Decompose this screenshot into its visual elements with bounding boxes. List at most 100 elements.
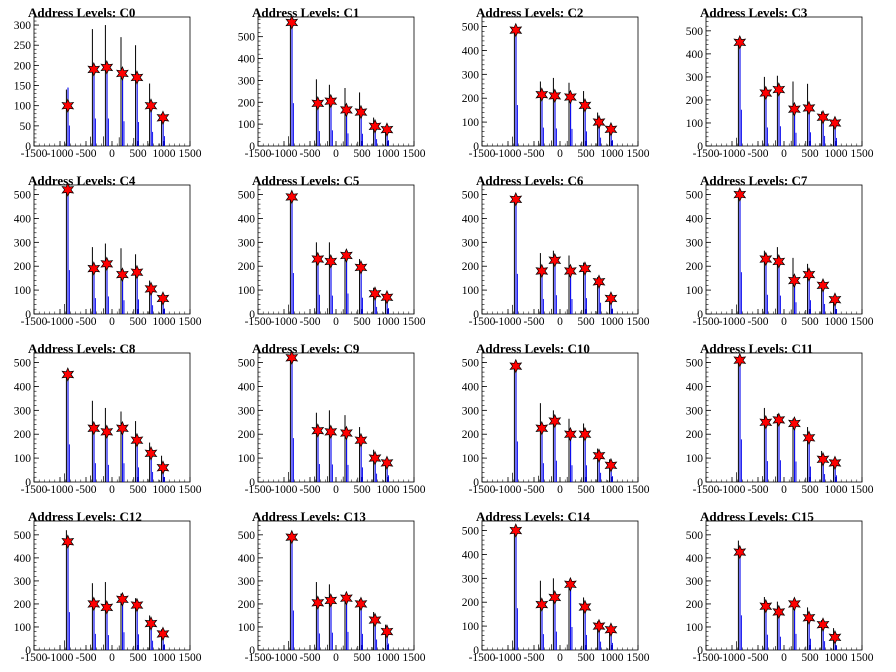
x-tick-label: -1000 xyxy=(719,484,746,496)
peak-marker xyxy=(380,122,394,137)
x-tick-label: -1000 xyxy=(271,484,298,496)
plot-frame xyxy=(705,184,863,315)
y-tick-label: 400 xyxy=(686,213,704,225)
peak-marker xyxy=(380,624,394,639)
peak-marker xyxy=(548,590,562,605)
y-tick-label: 500 xyxy=(238,190,256,202)
x-tick-label: -1000 xyxy=(719,148,746,160)
peak-marker xyxy=(324,93,338,109)
chart-title: Address Levels: C14 xyxy=(476,509,590,524)
peak-marker xyxy=(100,256,114,272)
peak-marker xyxy=(509,523,523,538)
y-tick-label: 300 xyxy=(14,405,32,417)
peak-marker xyxy=(535,420,549,436)
peak-marker xyxy=(592,274,606,290)
y-tick-label: 300 xyxy=(686,405,704,417)
y-tick-label: 500 xyxy=(238,358,256,370)
y-tick-label: 100 xyxy=(462,453,480,465)
y-tick-label: 200 xyxy=(14,60,32,72)
x-tick-label: 1000 xyxy=(601,652,624,664)
peak-marker xyxy=(578,599,592,615)
plot-frame xyxy=(705,520,863,651)
y-tick-label: 200 xyxy=(686,429,704,441)
x-tick-label: 0 xyxy=(781,148,787,160)
y-tick-label: 300 xyxy=(14,20,32,32)
peak-marker xyxy=(130,264,144,280)
peak-marker xyxy=(354,596,368,612)
histogram-chart: 0 100 200 300 400 500 -1500 -1000 -500 0 500 1000 15… xyxy=(462,352,650,496)
x-tick-label: 500 xyxy=(129,652,147,664)
peak-marker xyxy=(380,455,394,471)
y-tick-label: 300 xyxy=(686,72,704,84)
histogram-chart: 0 100 200 300 400 500 -1500 -1000 -500 0 500 1000 15… xyxy=(462,184,650,328)
peak-marker xyxy=(802,610,816,626)
histogram-panel: 0 100 200 300 400 500 -1500 -1000 -500 0 500 1000 15… xyxy=(0,168,224,336)
x-tick-label: -500 xyxy=(75,652,96,664)
peak-marker xyxy=(285,350,299,366)
x-tick-label: 1500 xyxy=(851,652,874,664)
y-tick-label: 100 xyxy=(238,285,256,297)
chart-title: Address Levels: C4 xyxy=(28,173,136,188)
peak-marker xyxy=(354,260,368,275)
chart-title: Address Levels: C5 xyxy=(252,173,360,188)
peak-marker xyxy=(759,251,773,267)
y-tick-label: 50 xyxy=(20,121,32,133)
histogram-chart: 0 100 200 300 400 500 -1500 -1000 -500 0 500 1000 15… xyxy=(686,352,874,496)
x-tick-label: -1000 xyxy=(495,316,522,328)
y-tick-label: 0 xyxy=(25,141,31,153)
peak-marker xyxy=(772,82,786,97)
histogram-chart: 0 100 200 300 400 500 -1500 -1000 -500 0 500 1000 15… xyxy=(238,15,426,160)
peak-marker xyxy=(311,251,325,267)
x-tick-label: 500 xyxy=(129,316,147,328)
peak-marker xyxy=(61,98,75,114)
x-tick-label: 1000 xyxy=(377,148,400,160)
peak-marker xyxy=(548,413,562,429)
y-tick-label: 300 xyxy=(238,405,256,417)
peak-marker xyxy=(788,416,801,431)
x-tick-label: 0 xyxy=(333,652,339,664)
x-tick-label: -1000 xyxy=(47,652,74,664)
peak-marker xyxy=(548,88,562,104)
y-tick-label: 0 xyxy=(249,141,255,153)
x-tick-label: 0 xyxy=(109,148,115,160)
histogram-panel: 0 100 200 300 400 500 -1500 -1000 -500 0 500 1000 15… xyxy=(672,168,896,336)
histogram-panel: 0 100 200 300 400 500 -1500 -1000 -500 0 500 1000 15… xyxy=(224,0,448,168)
y-tick-label: 0 xyxy=(25,477,31,489)
x-tick-label: 1000 xyxy=(377,484,400,496)
x-tick-label: 1500 xyxy=(627,148,650,160)
histogram-chart: 0 100 200 300 400 500 -1500 -1000 -500 0 500 1000 15… xyxy=(686,520,874,664)
x-tick-label: 500 xyxy=(353,148,371,160)
y-tick-label: 200 xyxy=(462,597,480,609)
x-tick-label: -500 xyxy=(299,652,320,664)
peak-marker xyxy=(828,115,842,131)
y-tick-label: 100 xyxy=(686,622,704,634)
y-tick-label: 100 xyxy=(462,285,480,297)
y-tick-label: 0 xyxy=(473,141,479,153)
peak-marker xyxy=(340,425,353,441)
x-tick-label: -1500 xyxy=(21,316,48,328)
x-tick-label: -500 xyxy=(299,484,320,496)
chart-title: Address Levels: C2 xyxy=(476,5,584,20)
peak-marker xyxy=(548,252,562,268)
peak-marker xyxy=(61,534,75,550)
peak-marker xyxy=(535,263,549,279)
peak-marker xyxy=(87,596,101,612)
peak-marker xyxy=(368,118,382,134)
x-tick-label: -500 xyxy=(75,148,96,160)
peak-marker xyxy=(592,114,606,130)
x-tick-label: -500 xyxy=(747,484,768,496)
x-tick-label: 0 xyxy=(781,652,787,664)
x-tick-label: 0 xyxy=(557,148,563,160)
y-tick-label: 400 xyxy=(238,54,256,66)
peak-marker xyxy=(788,101,801,117)
x-tick-label: 500 xyxy=(129,148,147,160)
x-tick-label: -500 xyxy=(523,148,544,160)
y-tick-label: 250 xyxy=(14,40,32,52)
peak-marker xyxy=(61,182,75,198)
peak-marker xyxy=(87,62,101,77)
histogram-panel: 0 100 200 300 400 500 -1500 -1000 -500 0 500 1000 15… xyxy=(224,168,448,336)
y-tick-label: 400 xyxy=(238,381,256,393)
y-tick-label: 0 xyxy=(473,477,479,489)
y-tick-label: 300 xyxy=(686,237,704,249)
peak-marker xyxy=(604,121,618,137)
